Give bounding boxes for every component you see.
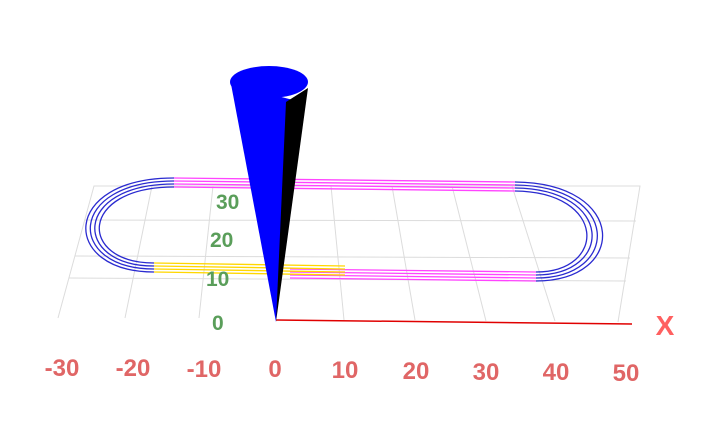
x-tick-label: 10 <box>332 357 359 384</box>
y-tick-label: 20 <box>210 229 233 252</box>
lane-line <box>289 268 537 273</box>
lane-line <box>85 177 175 273</box>
lane-line <box>173 183 516 189</box>
lane-line <box>514 181 604 282</box>
track-straight-bottom-right <box>289 268 537 282</box>
x-axis-name: X <box>656 310 675 341</box>
y-tick-label: 30 <box>216 191 239 214</box>
grid-outline <box>57 185 641 323</box>
grid-line <box>391 185 416 321</box>
blue-cone <box>230 66 308 322</box>
lane-line <box>289 274 537 279</box>
lane-line <box>94 183 175 267</box>
lane-line <box>89 180 175 270</box>
cone-base <box>230 66 308 98</box>
grid-line <box>451 185 487 322</box>
lane-line <box>153 271 346 276</box>
grid-line <box>74 255 631 259</box>
grid-line <box>84 219 637 222</box>
lane-line <box>153 265 346 270</box>
track-curve-left <box>85 177 175 273</box>
x-tick-label: -30 <box>45 355 80 382</box>
lane-line <box>514 190 588 273</box>
lane-line <box>173 186 516 192</box>
lane-line <box>289 271 537 276</box>
lane-line <box>289 277 537 282</box>
x-tick-label: 20 <box>403 358 430 385</box>
cone-shadow <box>276 88 308 322</box>
x-axis-line <box>275 319 633 325</box>
track-straight-bottom-left <box>153 262 346 276</box>
cone-body <box>231 84 293 322</box>
lane-line <box>98 186 175 264</box>
x-axis-ticks: -30 -20 -10 0 10 20 30 40 50 <box>45 355 640 387</box>
grid-floor <box>57 185 641 323</box>
grid-line <box>330 185 345 321</box>
grid-line <box>198 185 214 319</box>
lane-line <box>153 262 346 267</box>
y-tick-label: 10 <box>206 268 229 291</box>
track-curve-right <box>514 181 604 282</box>
oval-track <box>85 177 604 282</box>
lane-line <box>173 180 516 186</box>
x-tick-label: 50 <box>613 360 640 387</box>
x-tick-label: -10 <box>187 356 222 383</box>
x-tick-label: -20 <box>116 355 151 382</box>
x-tick-label: 40 <box>543 359 570 386</box>
x-tick-label: 30 <box>473 359 500 386</box>
grid-line <box>124 185 153 319</box>
y-tick-label: 0 <box>212 312 224 335</box>
x-tick-label: 0 <box>268 356 281 383</box>
y-axis-ticks: 0 10 20 30 <box>206 191 239 335</box>
lane-line <box>153 268 346 273</box>
track-straight-top <box>173 177 516 192</box>
lane-line <box>514 187 593 276</box>
lane-line <box>514 184 598 279</box>
grid-line <box>511 185 556 322</box>
lane-line <box>173 177 516 183</box>
